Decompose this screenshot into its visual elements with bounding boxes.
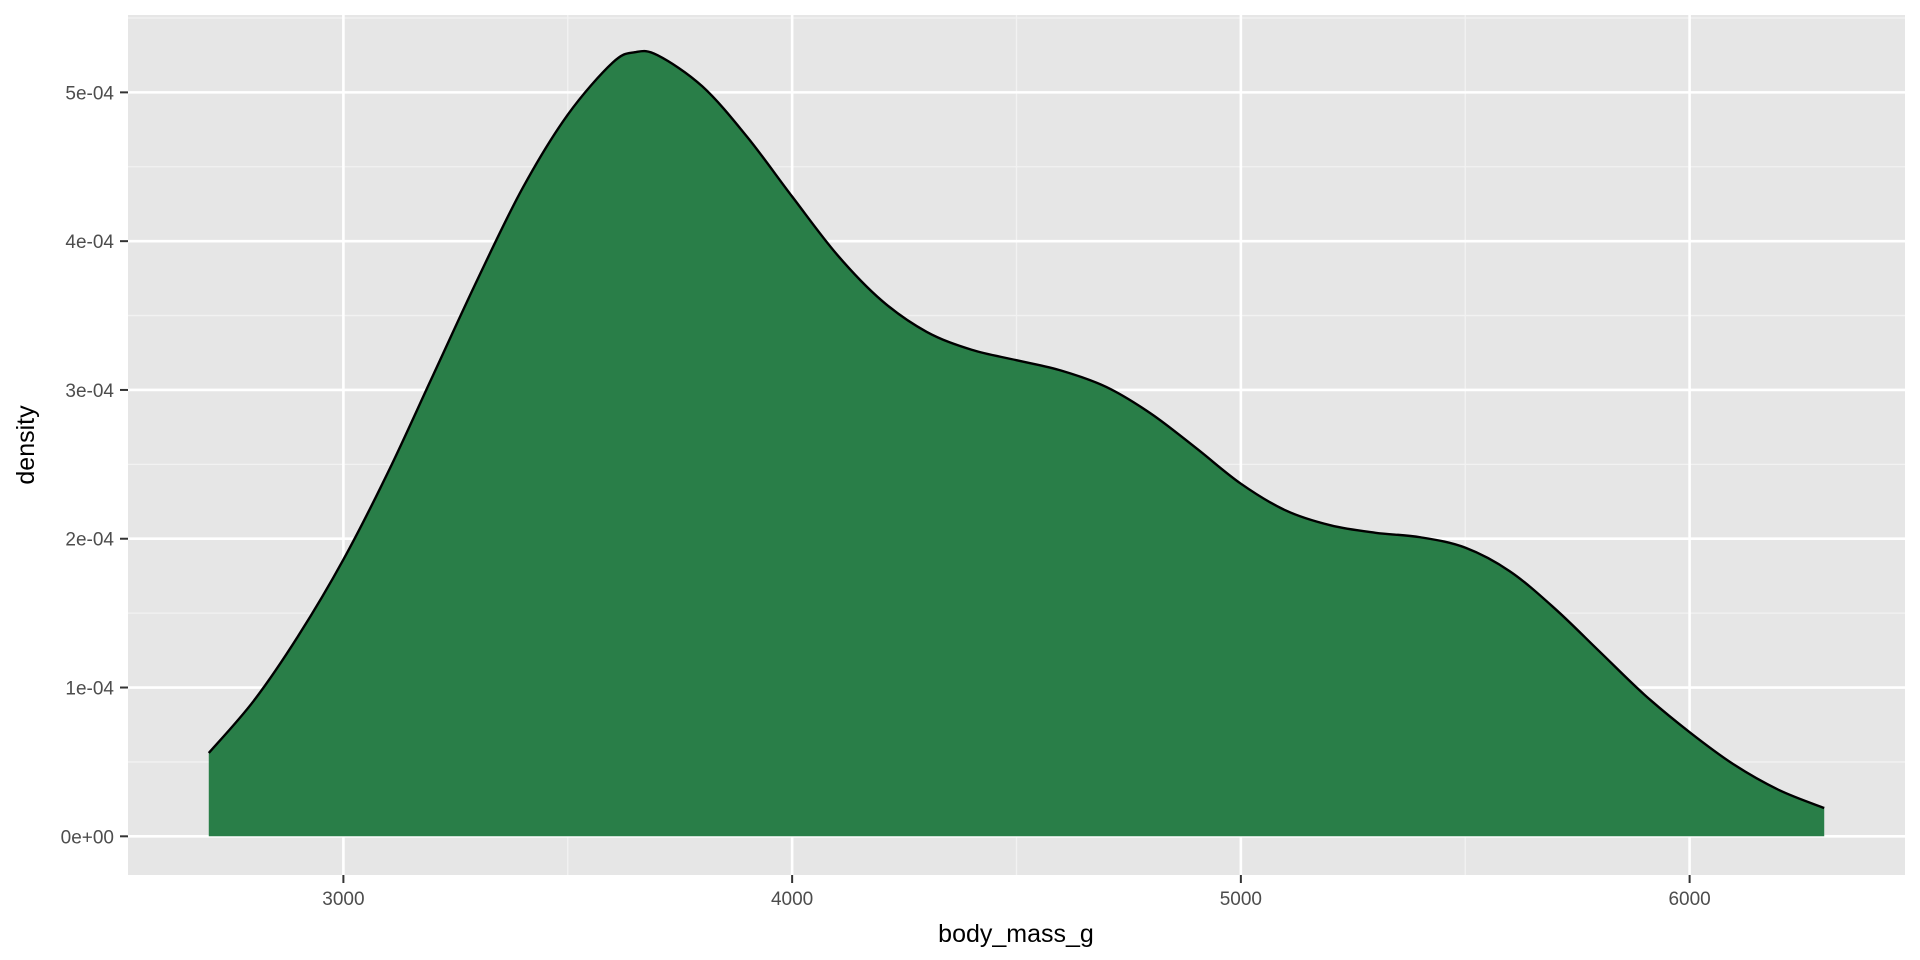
- density-area: [208, 51, 1825, 837]
- density-outline: [207, 49, 1825, 810]
- y-tick-label: 1e-04: [65, 679, 114, 700]
- x-tick-label: 3000: [322, 889, 364, 910]
- y-axis-title: density: [12, 405, 40, 485]
- x-axis-title: body_mass_g: [938, 920, 1094, 948]
- y-tick-label: 0e+00: [61, 827, 114, 848]
- x-tick-label: 4000: [771, 889, 813, 910]
- x-axis: 3000 4000 5000 6000: [322, 875, 1711, 910]
- y-tick-label: 5e-04: [65, 83, 114, 104]
- x-tick-label: 5000: [1220, 889, 1262, 910]
- x-tick-label: 6000: [1668, 889, 1710, 910]
- y-axis: 0e+00 1e-04 2e-04 3e-04 4e-04 5e-04: [61, 83, 128, 848]
- y-tick-label: 4e-04: [65, 232, 114, 253]
- y-tick-label: 3e-04: [65, 381, 114, 402]
- y-tick-label: 2e-04: [65, 530, 114, 551]
